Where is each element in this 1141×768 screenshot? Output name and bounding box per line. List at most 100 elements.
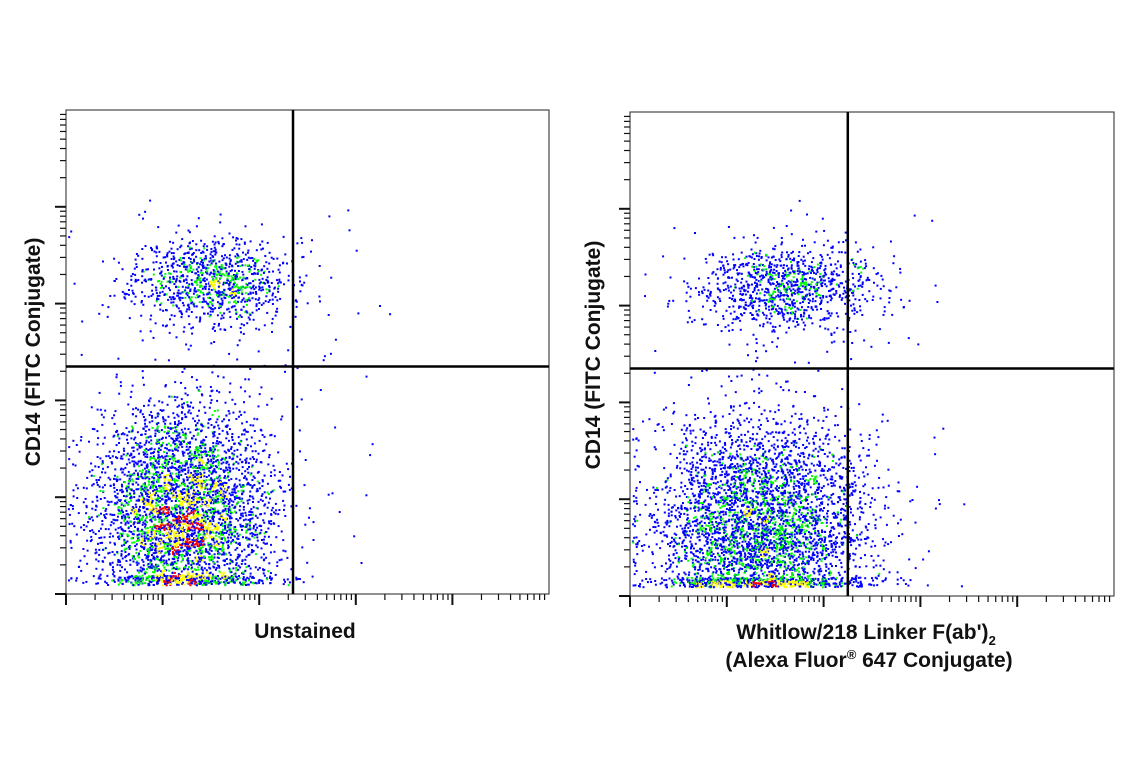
event-dot: [174, 423, 176, 425]
event-dot: [134, 511, 137, 514]
event-dot: [135, 499, 138, 502]
event-dot: [175, 467, 178, 470]
event-dot: [130, 275, 133, 278]
event-dot: [271, 490, 274, 493]
event-dot: [142, 383, 145, 386]
event-dot: [209, 296, 211, 299]
event-dot: [163, 554, 166, 557]
event-dot: [216, 440, 218, 443]
event-dot: [156, 577, 159, 580]
event-dot: [212, 561, 215, 564]
event-dot: [187, 284, 190, 287]
event-dot: [217, 454, 220, 457]
event-dot: [230, 575, 233, 577]
event-dot: [198, 456, 201, 459]
event-dot: [277, 451, 280, 454]
event-dot: [193, 305, 196, 308]
event-dot: [171, 296, 174, 299]
event-dot: [260, 386, 263, 389]
event-dot: [256, 272, 259, 275]
event-dot: [206, 248, 209, 251]
event-dot: [167, 547, 170, 550]
event-dot: [192, 434, 195, 437]
event-dot: [155, 536, 158, 539]
event-dot: [165, 464, 167, 467]
event-dot: [211, 580, 214, 583]
event-dot: [178, 310, 181, 313]
event-dot: [160, 561, 163, 564]
event-dot: [138, 530, 140, 533]
event-dot: [251, 257, 254, 259]
event-dot: [119, 457, 122, 460]
event-dot: [192, 498, 195, 501]
event-dot: [227, 273, 230, 276]
event-dot: [232, 500, 235, 503]
event-dot: [180, 504, 183, 507]
event-dot: [233, 291, 236, 294]
event-dot: [121, 582, 124, 585]
event-dot: [138, 513, 141, 516]
event-dot: [214, 493, 217, 496]
event-dot: [327, 493, 330, 496]
event-dot: [164, 422, 167, 425]
event-dot: [217, 324, 220, 327]
event-dot: [166, 580, 169, 582]
event-dot: [153, 304, 156, 307]
event-dot: [153, 556, 156, 559]
event-dot: [99, 489, 102, 492]
event-dot: [218, 273, 221, 276]
event-dot: [163, 566, 166, 569]
event-dot: [166, 280, 169, 283]
event-dot: [188, 535, 191, 538]
event-dot: [178, 494, 181, 497]
event-dot: [192, 474, 195, 477]
event-dot: [219, 481, 222, 484]
event-dot: [157, 422, 160, 424]
event-dot: [109, 295, 112, 297]
event-dot: [127, 513, 130, 516]
event-dot: [154, 542, 157, 545]
event-dot: [114, 502, 117, 505]
event-dot: [164, 476, 167, 479]
event-dot: [156, 461, 159, 464]
event-dot: [136, 472, 139, 475]
event-dot: [133, 555, 135, 558]
event-dot: [198, 249, 201, 252]
event-dot: [254, 298, 257, 301]
event-dot: [141, 495, 144, 498]
event-dot: [132, 530, 135, 533]
event-dot: [211, 371, 214, 374]
event-dot: [72, 463, 75, 466]
event-dot: [232, 454, 235, 457]
event-dot: [157, 538, 160, 541]
event-dot: [115, 278, 118, 280]
event-dot: [154, 322, 157, 325]
event-dot: [255, 544, 258, 547]
event-dot: [212, 480, 214, 483]
event-dot: [206, 492, 209, 494]
event-dot: [177, 420, 180, 423]
event-dot: [237, 538, 240, 540]
event-dot: [199, 316, 202, 319]
event-dot: [194, 517, 197, 520]
event-dot: [68, 513, 71, 516]
event-dot: [136, 569, 139, 572]
event-dot: [140, 501, 143, 503]
event-dot: [233, 442, 236, 445]
event-dot: [173, 439, 176, 442]
event-dot: [113, 280, 116, 282]
event-dot: [183, 529, 186, 531]
event-dot: [168, 435, 171, 438]
event-dot: [125, 501, 128, 504]
event-dot: [135, 513, 138, 516]
event-dot: [172, 518, 175, 521]
event-dot: [209, 471, 212, 474]
event-dot: [152, 510, 155, 513]
event-dot: [211, 558, 214, 561]
event-dot: [271, 506, 274, 509]
event-dot: [200, 269, 203, 272]
event-dot: [192, 492, 195, 495]
event-dot: [188, 530, 190, 532]
event-dot: [304, 523, 307, 526]
event-dot: [272, 489, 275, 492]
